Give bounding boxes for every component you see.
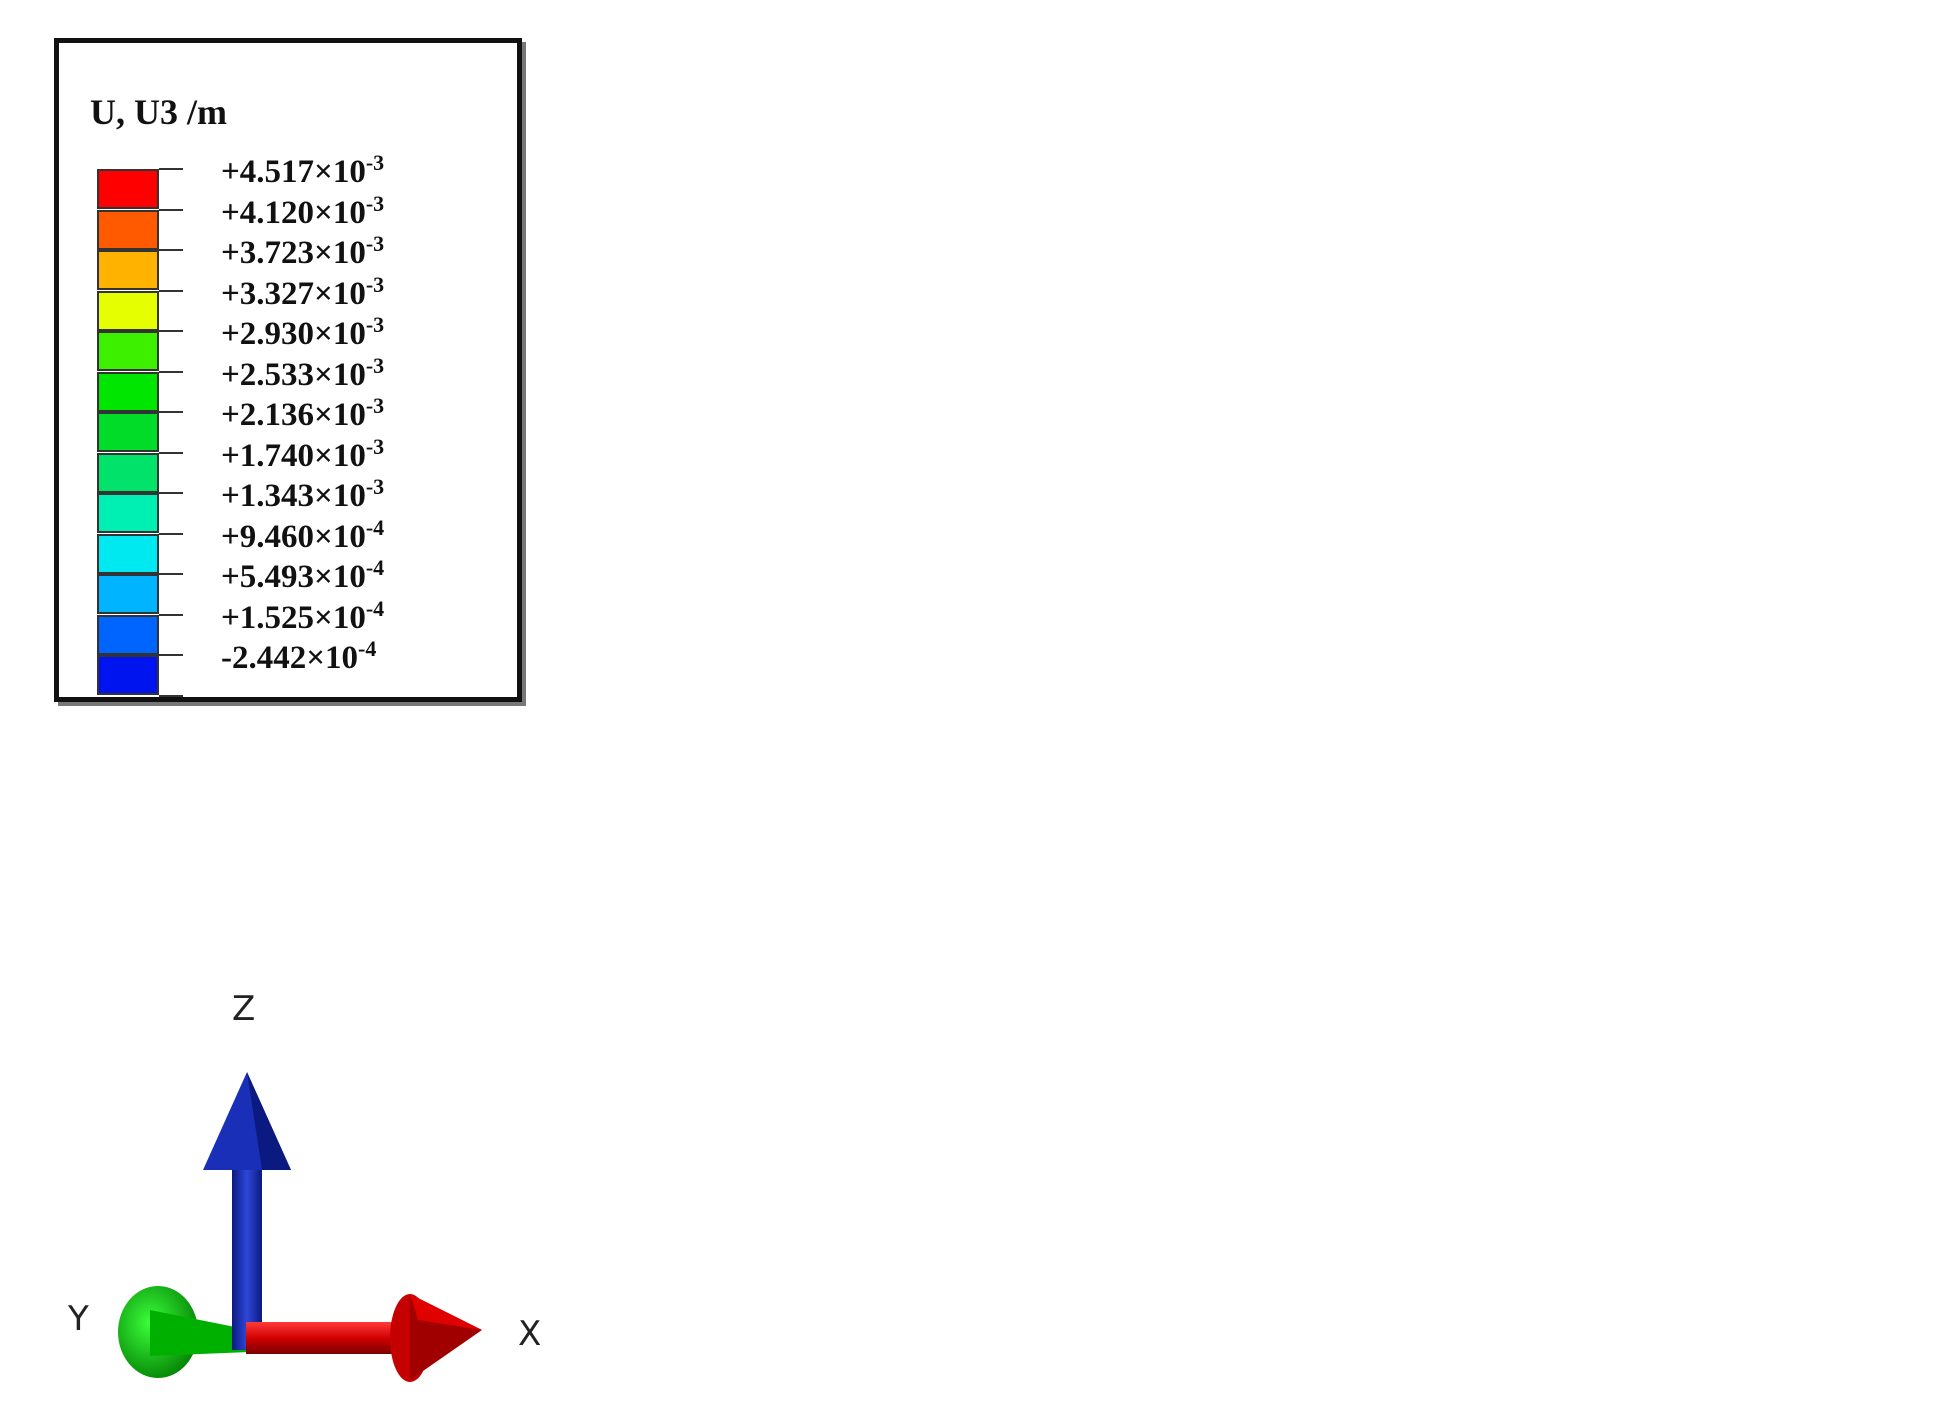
legend-swatch (97, 371, 159, 412)
legend-tick (159, 492, 183, 494)
legend-tick (159, 694, 183, 697)
y-axis-arrow (118, 1286, 250, 1378)
legend-tick (159, 451, 183, 454)
legend-tick (159, 573, 183, 575)
legend-value-label: +2.533×10-3 (221, 352, 385, 393)
legend-value-label: +2.930×10-3 (221, 312, 385, 353)
legend-tick (159, 249, 183, 251)
legend-tick (159, 168, 183, 170)
legend-value-label: +2.136×10-3 (221, 393, 385, 434)
legend-tick (159, 613, 183, 616)
legend-swatch (97, 614, 159, 655)
legend-tick (159, 289, 183, 292)
legend-swatch (97, 290, 159, 331)
legend-tick (159, 370, 183, 373)
x-axis-label: X (518, 1314, 541, 1354)
x-axis-arrow (246, 1294, 482, 1382)
legend-swatch (97, 169, 159, 209)
legend-value-label: -2.442×10-4 (221, 636, 377, 677)
legend-swatch (97, 574, 159, 614)
pile-group (626, 23, 1905, 1407)
legend-value-label: +4.120×10-3 (221, 190, 385, 231)
legend-swatch (97, 655, 159, 695)
legend-tick (159, 411, 183, 413)
y-axis-label: Y (67, 1299, 89, 1339)
legend-value-label: +5.493×10-4 (221, 555, 385, 596)
z-axis-label: Z (232, 989, 255, 1029)
legend-swatch (97, 209, 159, 250)
legend-value-label: +1.740×10-3 (221, 433, 385, 474)
z-axis-arrow (203, 1072, 291, 1350)
legend-value-label: +9.460×10-4 (221, 514, 385, 555)
legend-tick (159, 532, 183, 535)
legend-swatch (97, 331, 159, 371)
legend-tick (159, 654, 183, 656)
legend-swatch (97, 493, 159, 533)
legend-swatch (97, 452, 159, 493)
legend-swatch (97, 533, 159, 574)
legend-title: U, U3 /m (90, 92, 227, 132)
legend-value-label: +3.327×10-3 (221, 271, 385, 312)
legend-value-label: +4.517×10-3 (221, 150, 385, 191)
legend-value-label: +3.723×10-3 (221, 231, 385, 272)
contour-legend: U, U3 /m +4.517×10-3 +4.120×10-3 +3.723×10… (54, 38, 522, 702)
legend-swatch (97, 250, 159, 290)
legend-tick (159, 330, 183, 332)
legend-value-label: +1.343×10-3 (221, 474, 385, 515)
legend-value-label: +1.525×10-4 (221, 595, 385, 636)
legend-tick (159, 208, 183, 211)
legend-swatch (97, 412, 159, 452)
